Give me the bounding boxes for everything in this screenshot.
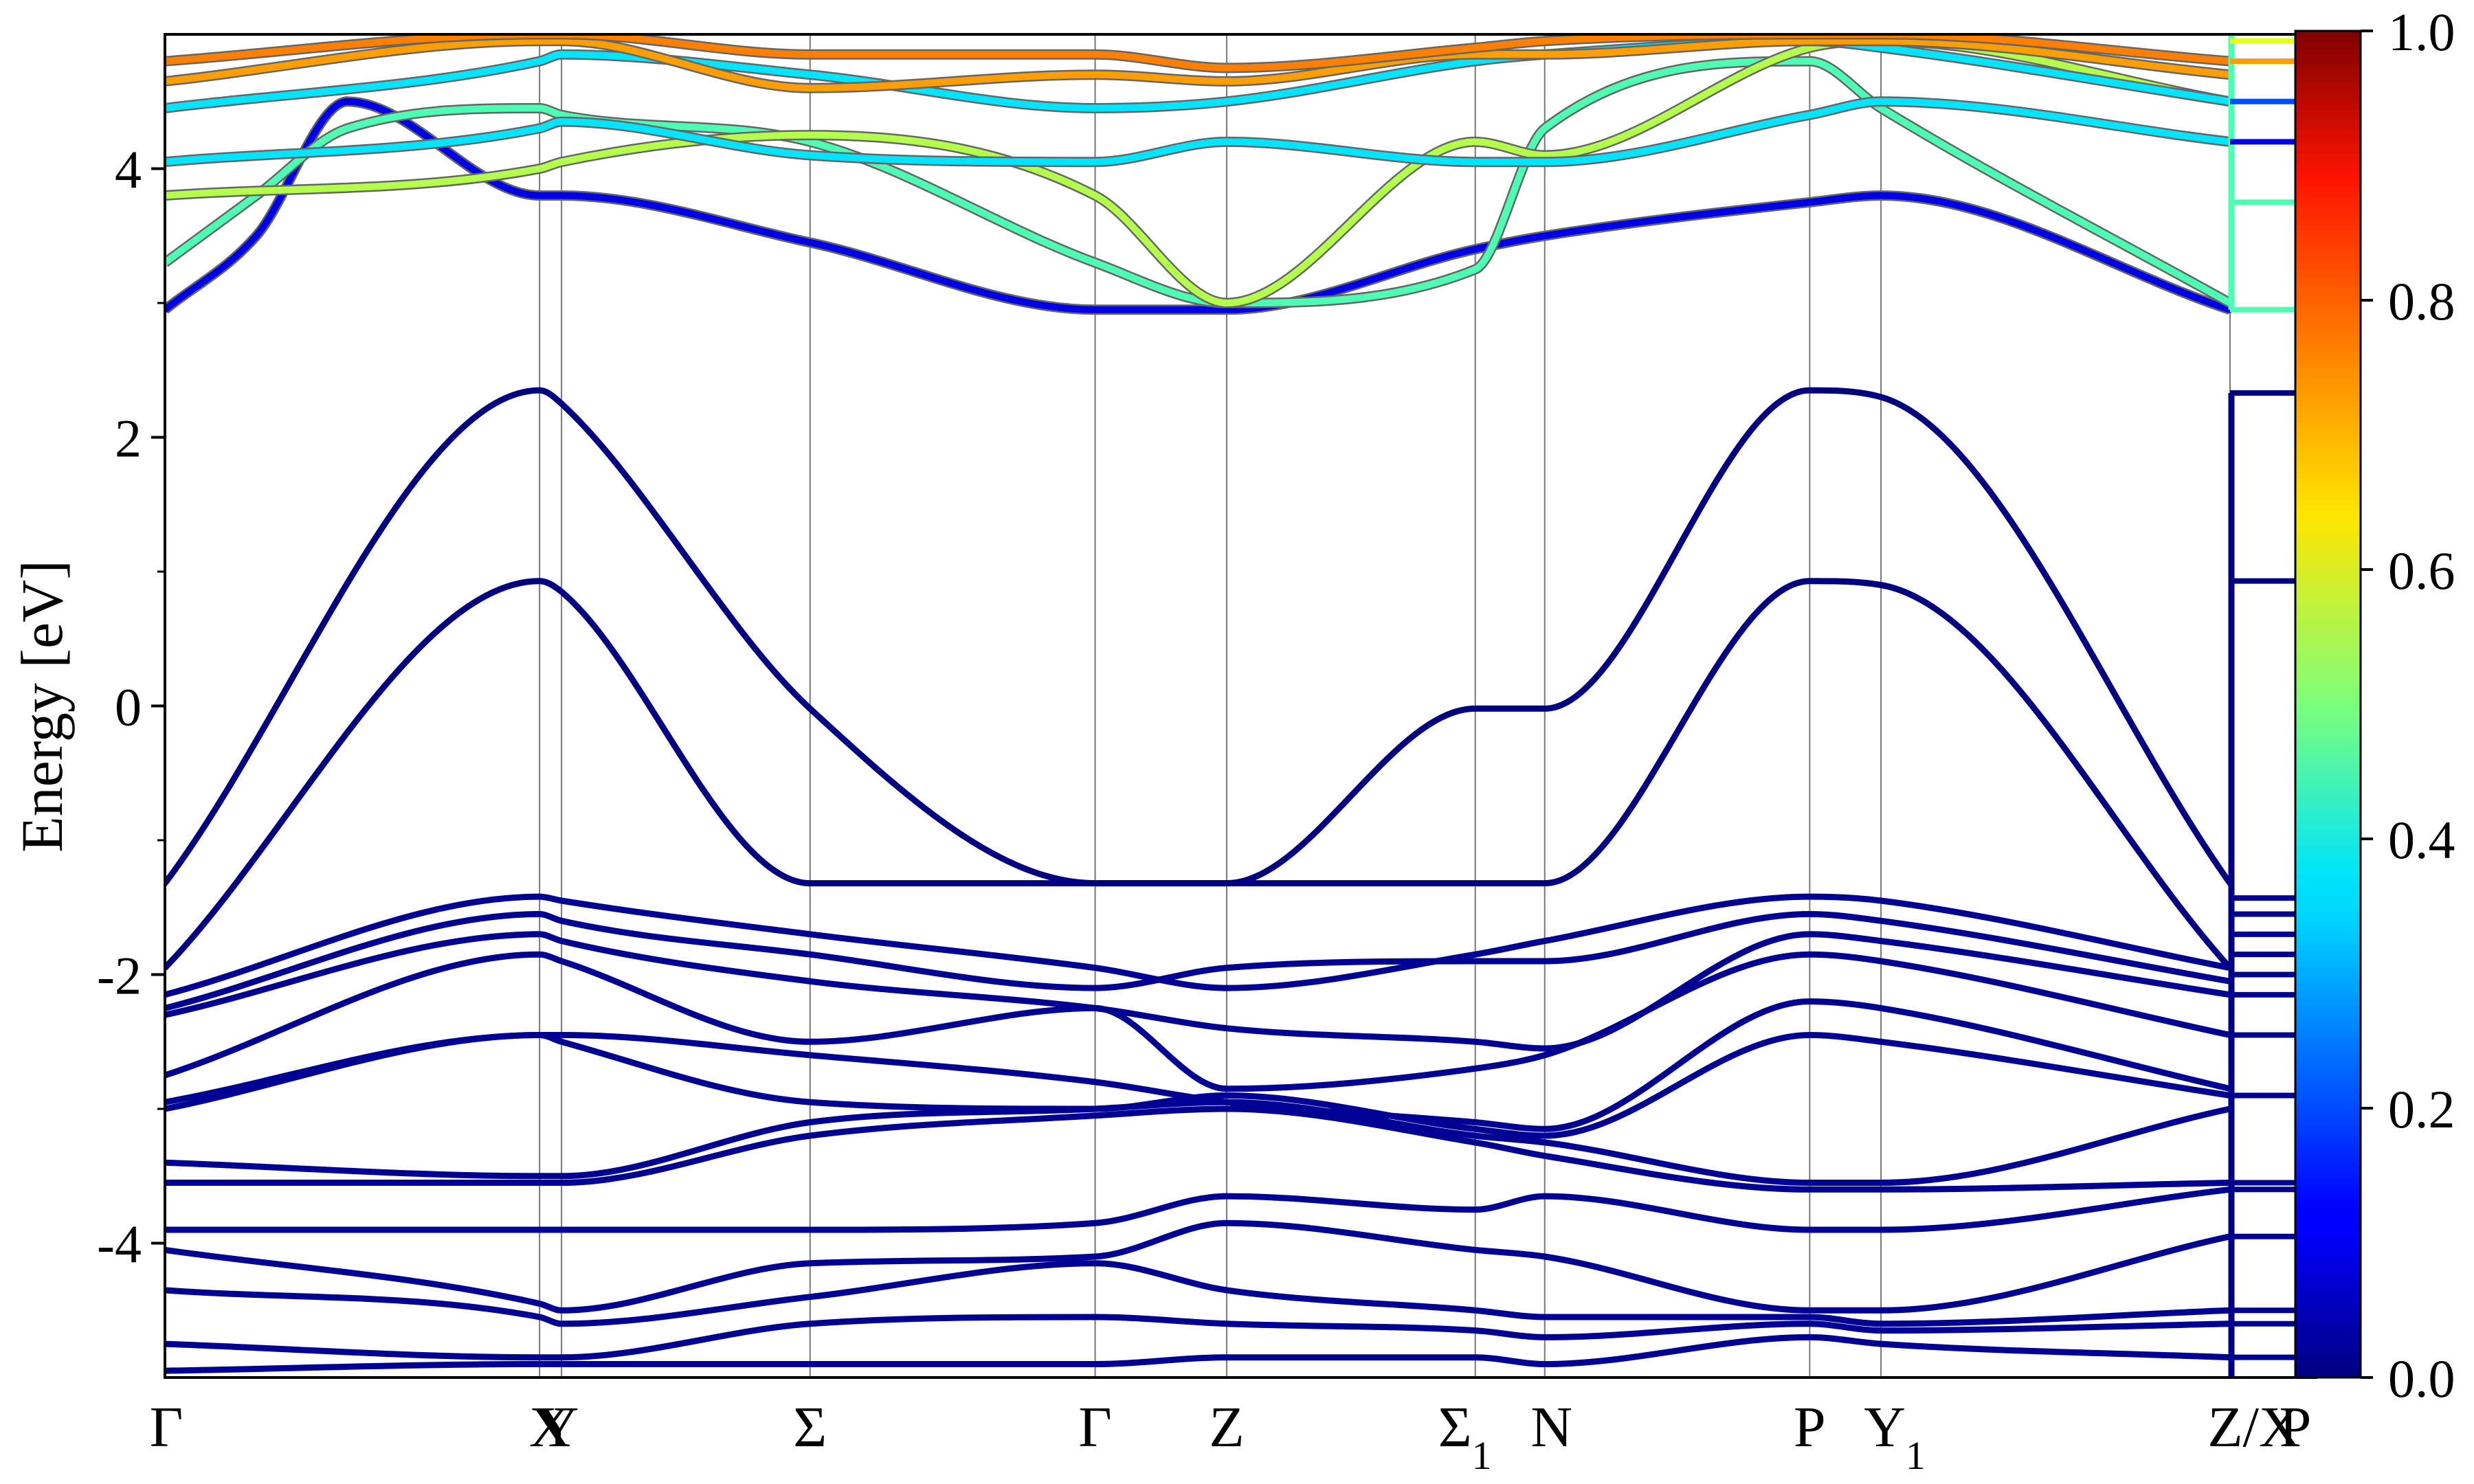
x-tick-label-subscript: 1 [1906, 1433, 1926, 1478]
y-axis-title: Energy [eV] [9, 560, 75, 853]
x-tick-label: N [1530, 1395, 1572, 1459]
x-tick-label: P [2280, 1395, 2312, 1459]
valence-band [165, 1105, 2233, 1193]
x-tick-label: Σ [793, 1395, 827, 1459]
conduction-band [165, 98, 2233, 166]
colorbar-tick-label: 0.2 [2388, 1079, 2455, 1139]
y-tick-label: 0 [115, 677, 142, 737]
valence-band [165, 578, 2233, 971]
valence-band [165, 1032, 2233, 1139]
valence-band [165, 1099, 2233, 1187]
x-tick-label-subscript: 1 [1472, 1433, 1492, 1478]
conduction-band [165, 37, 2233, 92]
colorbar-tick-label: 0.0 [2388, 1349, 2455, 1408]
x-tick-label: Z [1209, 1395, 1244, 1459]
colorbar: 0.0 0.2 0.4 0.6 0.8 1.0 [2294, 2, 2455, 1408]
valence-band [165, 911, 2233, 1011]
conduction-band [165, 34, 2233, 71]
colorbar-ticks: 0.0 0.2 0.4 0.6 0.8 1.0 [2361, 2, 2455, 1408]
valence-band [165, 893, 2233, 998]
valence-band [165, 1219, 2233, 1314]
x-axis-ticks: Γ XY Σ Γ Z Σ1 N P Y1 Z/XP [150, 1395, 2312, 1478]
colorbar-tick-label: 0.6 [2388, 541, 2455, 600]
valence-band [165, 387, 2233, 887]
x-tick-label: P [1794, 1395, 1826, 1459]
y-tick-label: -4 [97, 1215, 142, 1274]
y-axis-ticks: -4 -2 0 2 4 [97, 140, 165, 1274]
conduction-band [165, 58, 2233, 306]
band-lines [165, 34, 2233, 1374]
colorbar-tick-label: 1.0 [2388, 2, 2455, 62]
y-tick-label: 2 [115, 409, 142, 469]
valence-band [165, 931, 2233, 1052]
valence-band [165, 1260, 2233, 1327]
x-tick-label: Y1 [1864, 1395, 1926, 1478]
x-tick-label: Y [537, 1395, 579, 1459]
x-tick-label: Σ1 [1438, 1395, 1492, 1478]
valence-band [165, 1314, 2233, 1361]
x-tick-label: Γ [1078, 1395, 1112, 1459]
conduction-band [165, 98, 2233, 313]
x-tick-label: Γ [150, 1395, 183, 1459]
y-tick-label: 4 [115, 140, 142, 200]
colorbar-tick-label: 0.4 [2388, 810, 2455, 870]
colorbar-gradient [2294, 30, 2362, 1379]
colorbar-tick-label: 0.8 [2388, 271, 2455, 331]
x-tick-label: X [529, 1395, 571, 1459]
x-tick-label: Z/X [2207, 1395, 2300, 1459]
valence-band [165, 1186, 2233, 1233]
y-tick-label: -2 [97, 946, 142, 1006]
valence-band [165, 951, 2233, 1092]
valence-band [165, 1334, 2233, 1374]
